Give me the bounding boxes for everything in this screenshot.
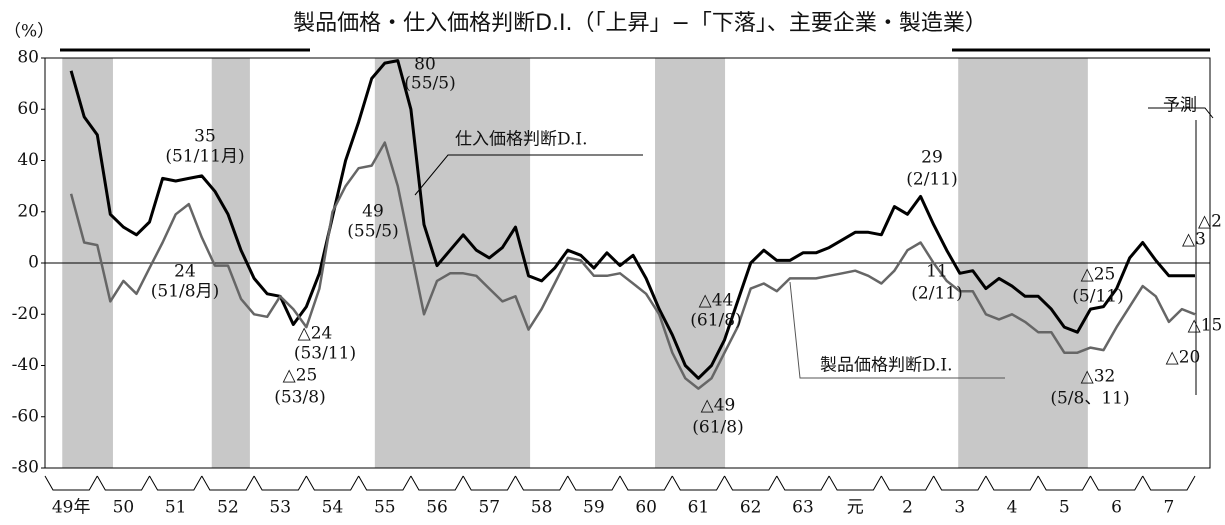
annotation: △25 (283, 366, 318, 386)
forecast-pointer (1148, 107, 1214, 119)
annotation: △2 (1198, 212, 1222, 232)
annotation: △3 (1182, 230, 1206, 250)
year-bracket (305, 475, 360, 491)
y-tick-label: -20 (12, 304, 39, 324)
year-bracket (1090, 475, 1144, 491)
year-bracket (880, 475, 935, 491)
x-tick-label: 元 (847, 498, 864, 518)
x-tick-label: 5 (1059, 498, 1070, 518)
annotation: (2/11) (906, 170, 957, 190)
annotation: (61/8) (692, 418, 743, 438)
annotation: △20 (1166, 348, 1201, 368)
annotation: 80 (414, 55, 436, 75)
year-bracket (253, 475, 307, 491)
x-tick-label: 50 (113, 498, 135, 518)
x-tick-label: 7 (1163, 498, 1174, 518)
label-pointer (789, 281, 1005, 379)
year-bracket (1037, 475, 1091, 491)
x-tick-label: 63 (792, 498, 814, 518)
annotation: 49 (362, 202, 384, 222)
x-tick-label: 62 (740, 498, 762, 518)
annotation: (53/8) (274, 388, 325, 408)
y-axis-label: （%） (4, 22, 54, 42)
year-bracket (462, 475, 516, 491)
year-bracket (671, 475, 725, 491)
year-bracket (776, 475, 830, 491)
annotation: 24 (174, 262, 196, 282)
annotation: △44 (699, 291, 734, 311)
y-tick-label: -40 (12, 355, 39, 375)
year-bracket (410, 475, 464, 491)
y-tick-label: 80 (17, 48, 39, 68)
year-bracket (933, 475, 987, 491)
annotation: △32 (1081, 367, 1116, 387)
x-tick-label: 58 (531, 498, 553, 518)
annotation: (55/5) (404, 74, 455, 94)
annotation: 35 (194, 127, 216, 147)
year-bracket (201, 475, 255, 491)
x-tick-label: 56 (426, 498, 448, 518)
year-bracket (724, 475, 778, 491)
annotation: (55/5) (347, 222, 398, 242)
x-tick-label: 61 (688, 498, 710, 518)
series-line (69, 59, 1195, 380)
label-pointer (414, 154, 643, 196)
y-tick-label: 20 (17, 201, 39, 221)
x-tick-label: 60 (635, 498, 657, 518)
annotation: △25 (1081, 265, 1116, 285)
series-label: 製品価格判断D.I. (820, 356, 953, 376)
x-tick-label: 49年 (52, 498, 91, 518)
year-bracket (1142, 475, 1196, 491)
x-tick-label: 55 (374, 498, 396, 518)
annotation: △49 (701, 396, 736, 416)
annotation: (5/11) (1072, 287, 1123, 307)
year-bracket (358, 475, 412, 491)
annotation: △15 (1188, 316, 1223, 336)
year-bracket (828, 475, 882, 491)
annotation: △24 (298, 324, 333, 344)
annotation: (5/8、11) (1050, 389, 1129, 409)
y-tick-label: -60 (12, 406, 39, 426)
annotation: 11 (926, 262, 948, 282)
y-tick-label: -80 (12, 458, 39, 478)
x-tick-label: 2 (902, 498, 913, 518)
y-tick-label: 40 (17, 150, 39, 170)
annotation: (61/8) (690, 311, 741, 331)
year-bracket (515, 475, 569, 491)
annotation: 予測 (1163, 96, 1197, 116)
series-label: 仕入価格判断D.I. (455, 130, 588, 150)
x-tick-label: 53 (269, 498, 291, 518)
annotation: (51/11月) (165, 147, 244, 167)
annotation: (51/8月) (151, 282, 219, 302)
annotation: (2/11) (911, 284, 962, 304)
x-tick-label: 6 (1111, 498, 1122, 518)
year-bracket (149, 475, 203, 491)
year-bracket (619, 475, 673, 491)
x-tick-label: 57 (478, 498, 500, 518)
chart-title: 製品価格・仕入価格判断D.I.（「上昇」−「下落」、主要企業・製造業） (293, 11, 987, 36)
series-line (69, 141, 1196, 390)
x-tick-label: 59 (583, 498, 605, 518)
y-tick-label: 60 (17, 99, 39, 119)
y-tick-label: 0 (28, 253, 39, 273)
x-tick-label: 54 (322, 498, 344, 518)
year-bracket (44, 475, 98, 491)
year-bracket (985, 475, 1039, 491)
x-tick-label: 4 (1007, 498, 1018, 518)
annotation: (53/11) (294, 344, 356, 364)
x-tick-label: 51 (165, 498, 187, 518)
x-tick-label: 3 (954, 498, 965, 518)
annotation: 29 (921, 148, 943, 168)
x-tick-label: 52 (217, 498, 239, 518)
year-bracket (567, 475, 621, 491)
year-bracket (96, 475, 150, 491)
